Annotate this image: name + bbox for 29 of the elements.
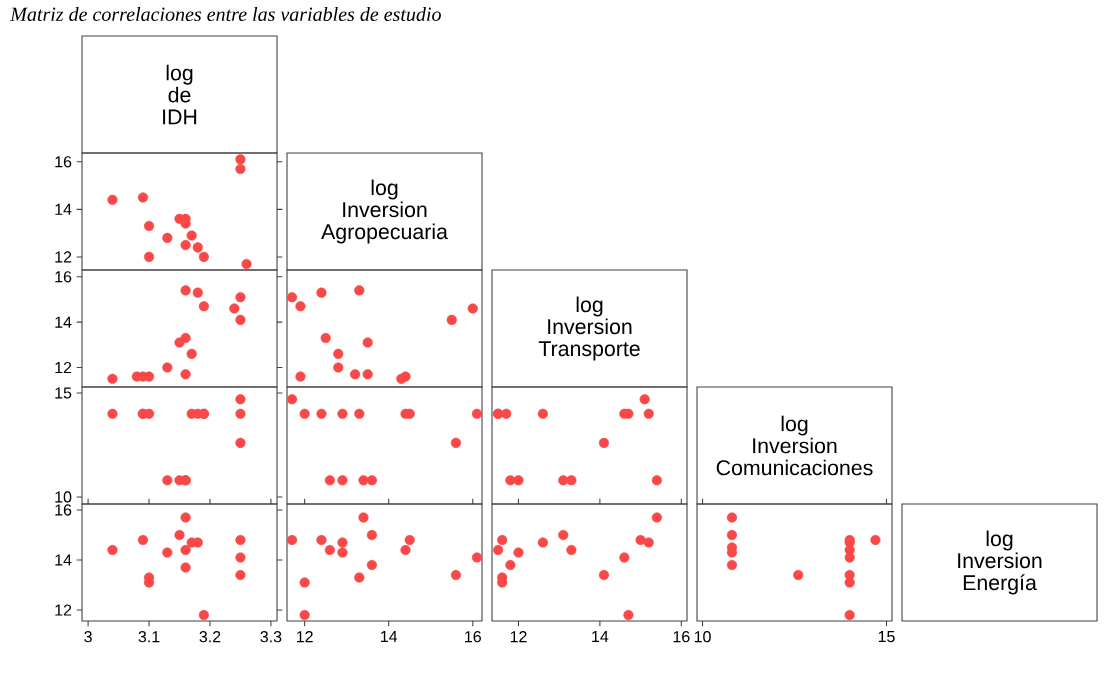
- y-tick-label: 15: [55, 387, 72, 399]
- x-tick-label: 10: [694, 631, 711, 643]
- text: log Inversion Agropecuaria: [321, 179, 448, 244]
- y-tick-label: 12: [55, 251, 72, 263]
- y-tick-label: 14: [55, 316, 72, 328]
- text: log Inversion Energía: [958, 530, 1042, 595]
- y-tick-label: 16: [55, 156, 72, 168]
- x-tick-label: 3: [84, 631, 92, 643]
- y-tick-label: 12: [55, 604, 72, 616]
- text: log Inversion Transporte: [538, 296, 640, 361]
- x-tick-label: 3.2: [199, 631, 221, 643]
- x-tick-label: 16: [465, 631, 481, 643]
- y-tick-label: 14: [55, 554, 72, 566]
- y-tick-label: 10: [55, 491, 72, 503]
- x-tick-label: 14: [381, 631, 398, 643]
- x-tick-label: 12: [296, 631, 313, 643]
- x-tick-label: 12: [510, 631, 527, 643]
- y-tick-label: 14: [55, 203, 72, 215]
- y-tick-label: 16: [55, 271, 72, 283]
- x-tick-label: 16: [673, 631, 690, 643]
- text: Matriz de correlaciones entre las variables de estudio: [10, 6, 441, 22]
- x-tick-label: 3.1: [138, 631, 160, 643]
- text: log Inversion Comunicaciones: [716, 415, 873, 476]
- x-tick-label: 15: [878, 631, 895, 643]
- text: log de IDH: [163, 64, 197, 125]
- x-tick-label: 3.3: [260, 631, 282, 643]
- x-tick-label: 14: [592, 631, 609, 643]
- y-tick-label: 12: [55, 361, 72, 374]
- y-tick-label: 16: [55, 504, 72, 516]
